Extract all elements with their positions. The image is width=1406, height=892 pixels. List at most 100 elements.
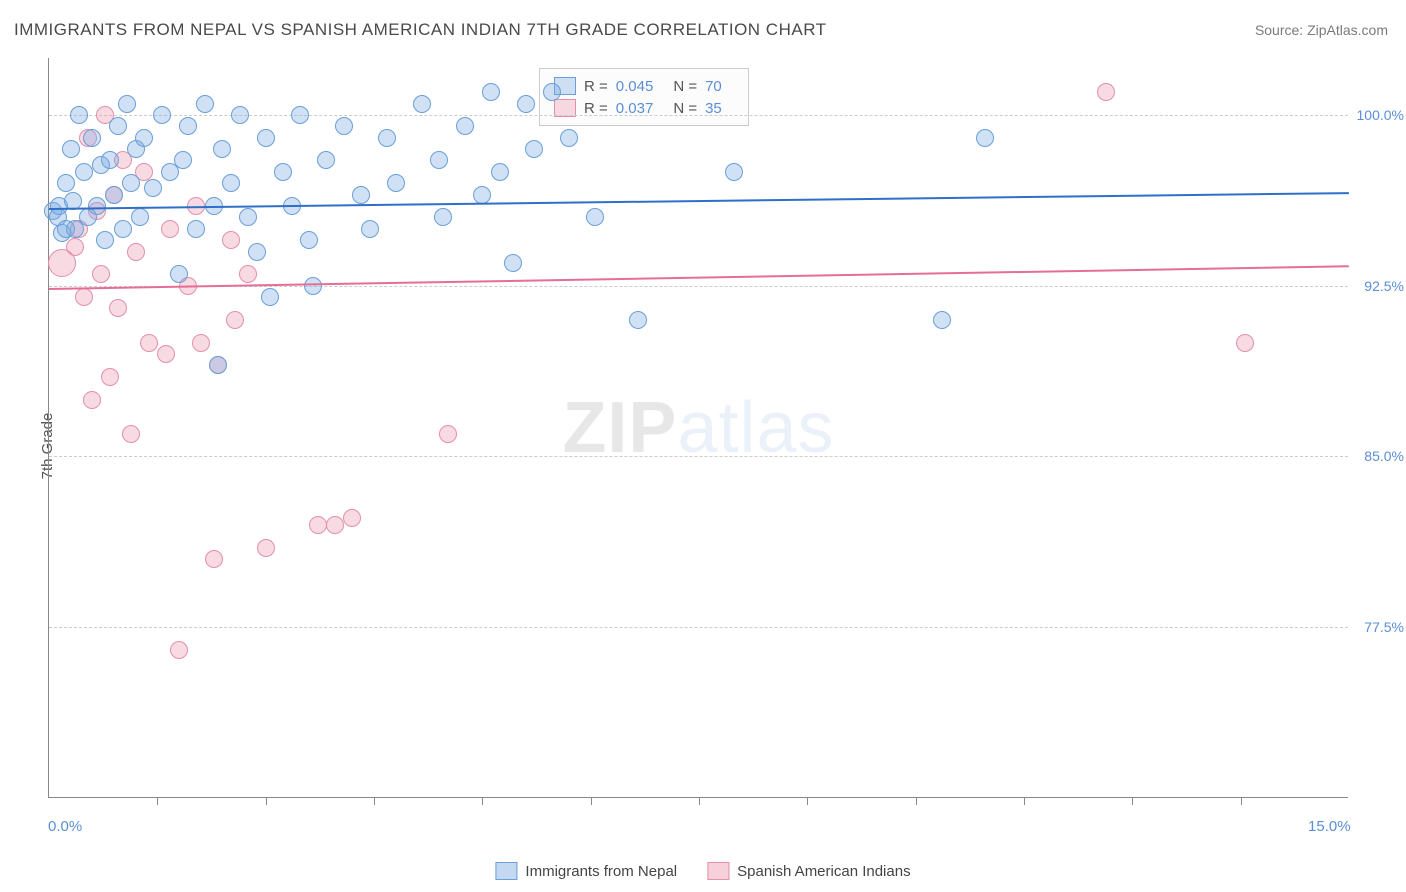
data-point [456,117,474,135]
data-point [560,129,578,147]
chart-container: IMMIGRANTS FROM NEPAL VS SPANISH AMERICA… [0,0,1406,892]
gridline [49,456,1348,457]
data-point [239,265,257,283]
x-tick [699,797,700,805]
data-point [504,254,522,272]
data-point [153,106,171,124]
data-point [413,95,431,113]
data-point [196,95,214,113]
data-point [127,243,145,261]
x-tick [482,797,483,805]
chart-title: IMMIGRANTS FROM NEPAL VS SPANISH AMERICA… [14,20,827,40]
swatch-spanish-bottom [707,862,729,880]
swatch-nepal-bottom [495,862,517,880]
data-point [96,231,114,249]
data-point [304,277,322,295]
data-point [430,151,448,169]
x-tick [807,797,808,805]
data-point [261,288,279,306]
data-point [122,425,140,443]
data-point [335,117,353,135]
data-point [66,238,84,256]
series-legend: Immigrants from Nepal Spanish American I… [495,862,910,880]
data-point [122,174,140,192]
data-point [131,208,149,226]
data-point [105,186,123,204]
legend-label-nepal: Immigrants from Nepal [525,863,677,880]
data-point [170,265,188,283]
r-value-nepal: 0.045 [616,78,654,95]
data-point [226,311,244,329]
x-tick [1024,797,1025,805]
data-point [257,129,275,147]
data-point [213,140,231,158]
data-point [109,299,127,317]
source-attribution: Source: ZipAtlas.com [1255,22,1388,38]
x-tick [266,797,267,805]
data-point [75,163,93,181]
data-point [352,186,370,204]
data-point [491,163,509,181]
data-point [387,174,405,192]
gridline [49,627,1348,628]
x-tick [157,797,158,805]
data-point [222,174,240,192]
x-axis-label: 0.0% [48,818,82,835]
data-point [439,425,457,443]
data-point [205,550,223,568]
y-tick-label: 85.0% [1364,448,1404,464]
n-label: N = [673,78,697,95]
y-tick-label: 92.5% [1364,278,1404,294]
data-point [144,179,162,197]
data-point [378,129,396,147]
data-point [343,509,361,527]
data-point [291,106,309,124]
data-point [222,231,240,249]
data-point [157,345,175,363]
y-tick-label: 100.0% [1357,107,1404,123]
data-point [976,129,994,147]
x-tick [591,797,592,805]
data-point [525,140,543,158]
data-point [933,311,951,329]
data-point [114,220,132,238]
data-point [174,151,192,169]
data-point [57,174,75,192]
data-point [161,220,179,238]
data-point [1097,83,1115,101]
data-point [543,83,561,101]
legend-label-spanish: Spanish American Indians [737,863,910,880]
legend-row-nepal: R = 0.045 N = 70 [554,75,734,97]
correlation-legend: R = 0.045 N = 70 R = 0.037 N = 35 [539,68,749,126]
data-point [239,208,257,226]
data-point [257,539,275,557]
x-tick [1241,797,1242,805]
legend-item-spanish: Spanish American Indians [707,862,910,880]
data-point [179,117,197,135]
y-tick-label: 77.5% [1364,619,1404,635]
data-point [629,311,647,329]
data-point [434,208,452,226]
data-point [209,356,227,374]
n-value-nepal: 70 [705,78,722,95]
x-tick [1132,797,1133,805]
data-point [187,220,205,238]
plot-area: ZIPatlas R = 0.045 N = 70 R = 0.037 N = … [48,58,1348,798]
r-label: R = [584,78,608,95]
legend-item-nepal: Immigrants from Nepal [495,862,677,880]
data-point [70,106,88,124]
data-point [473,186,491,204]
data-point [326,516,344,534]
data-point [135,129,153,147]
data-point [482,83,500,101]
data-point [300,231,318,249]
data-point [231,106,249,124]
x-axis-label: 15.0% [1308,818,1351,835]
data-point [83,391,101,409]
data-point [517,95,535,113]
data-point [101,151,119,169]
data-point [101,368,119,386]
data-point [274,163,292,181]
data-point [118,95,136,113]
data-point [1236,334,1254,352]
